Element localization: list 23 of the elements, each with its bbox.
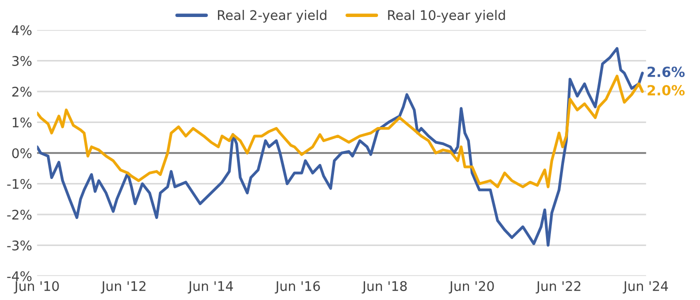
- x-tick-label: Jun '24: [622, 281, 668, 294]
- annotation: 2.6%: [648, 66, 685, 78]
- x-tick-label: Jun '16: [274, 281, 320, 294]
- y-tick-label: -3%: [7, 240, 32, 250]
- y-tick-label: 1%: [12, 117, 32, 128]
- y-tick-label: -1%: [7, 178, 32, 189]
- x-tick-label: Jun '14: [188, 281, 233, 294]
- x-tick-label: Jun '18: [362, 281, 407, 294]
- x-tick-label: Jun '20: [448, 281, 494, 294]
- legend-label: Real 10-year yield: [388, 10, 505, 23]
- line-series: [37, 47, 644, 247]
- y-tick-label: 4%: [12, 25, 32, 36]
- annotation: 2.0%: [648, 85, 685, 96]
- y-tick-label: 2%: [12, 86, 32, 97]
- x-tick-label: Jun '22: [536, 281, 580, 294]
- legend-label: Real 2-year yield: [218, 10, 326, 23]
- x-tick-label: Jun '12: [100, 281, 146, 294]
- y-tick-label: 3%: [12, 56, 32, 66]
- y-tick-label: -2%: [7, 210, 32, 220]
- y-tick-label: -4%: [7, 271, 32, 282]
- x-tick-label: Jun '10: [14, 281, 59, 294]
- line-series: [37, 74, 644, 188]
- y-tick-label: 0%: [12, 148, 32, 158]
